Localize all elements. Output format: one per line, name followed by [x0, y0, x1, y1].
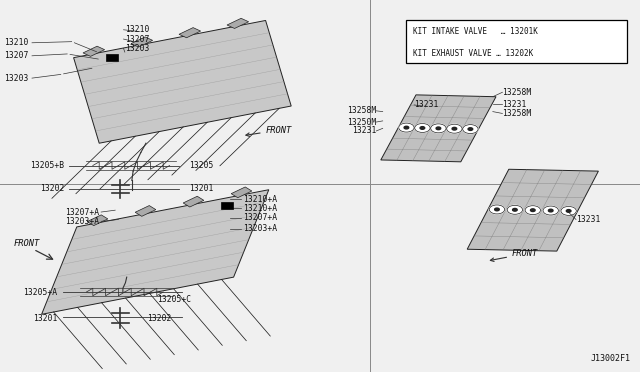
Text: 13205: 13205 [189, 161, 213, 170]
Polygon shape [231, 187, 252, 198]
Text: J13002F1: J13002F1 [590, 354, 630, 363]
Text: KIT EXHAUST VALVE … 13202K: KIT EXHAUST VALVE … 13202K [413, 49, 533, 58]
Polygon shape [135, 206, 156, 217]
Text: 13202: 13202 [147, 314, 172, 323]
Text: 13203: 13203 [125, 44, 149, 53]
Text: 13203: 13203 [4, 74, 29, 83]
Text: 13258M: 13258M [347, 106, 376, 115]
Text: 13205+C: 13205+C [157, 295, 191, 304]
Circle shape [420, 126, 425, 129]
Circle shape [463, 125, 478, 134]
Text: 13210+A: 13210+A [243, 195, 277, 203]
Circle shape [447, 124, 462, 133]
Text: 13250M: 13250M [347, 118, 376, 126]
Text: 13210: 13210 [125, 25, 149, 34]
Polygon shape [183, 196, 204, 207]
Bar [221, 202, 233, 209]
Circle shape [436, 127, 441, 130]
Text: 13207: 13207 [4, 51, 29, 60]
Text: FRONT: FRONT [246, 126, 292, 137]
Text: 13205+A: 13205+A [24, 288, 58, 296]
Polygon shape [83, 46, 105, 56]
Polygon shape [131, 37, 152, 47]
Text: 13203+A: 13203+A [243, 224, 277, 233]
Circle shape [561, 206, 577, 215]
Circle shape [525, 206, 540, 215]
Circle shape [404, 126, 409, 129]
Text: 13231: 13231 [352, 126, 376, 135]
Bar [406, 20, 627, 63]
Text: 13258M: 13258M [502, 109, 532, 118]
Circle shape [489, 205, 504, 214]
Text: 13202: 13202 [40, 185, 64, 193]
Circle shape [543, 206, 558, 215]
Text: 13203+A: 13203+A [65, 217, 99, 226]
Polygon shape [227, 18, 249, 29]
Circle shape [495, 208, 499, 211]
Text: 13207+A: 13207+A [65, 208, 99, 217]
Bar [106, 54, 118, 61]
Text: 13231: 13231 [414, 100, 438, 109]
Polygon shape [179, 28, 201, 38]
Text: FRONT: FRONT [14, 239, 40, 248]
Polygon shape [42, 190, 269, 314]
Text: 13210+A: 13210+A [243, 204, 277, 213]
Circle shape [431, 124, 446, 133]
Polygon shape [74, 20, 291, 143]
Circle shape [507, 205, 522, 214]
Polygon shape [87, 215, 108, 225]
Circle shape [468, 128, 473, 131]
Text: 13258M: 13258M [502, 88, 532, 97]
Text: 13207+A: 13207+A [243, 213, 277, 222]
Text: 13210: 13210 [4, 38, 29, 47]
Text: 13205+B: 13205+B [30, 161, 64, 170]
Text: KIT INTAKE VALVE   … 13201K: KIT INTAKE VALVE … 13201K [413, 27, 538, 36]
Text: 13231: 13231 [576, 215, 600, 224]
Polygon shape [381, 95, 496, 162]
Polygon shape [467, 169, 598, 251]
Circle shape [531, 209, 535, 212]
Text: 13231: 13231 [502, 100, 527, 109]
Text: FRONT: FRONT [490, 249, 538, 262]
Circle shape [415, 124, 430, 132]
Text: 13207: 13207 [125, 35, 149, 44]
Circle shape [566, 209, 571, 212]
Circle shape [513, 208, 517, 211]
Circle shape [399, 123, 414, 132]
Text: 13201: 13201 [189, 185, 213, 193]
Text: 13201: 13201 [33, 314, 58, 323]
Circle shape [452, 127, 457, 130]
Circle shape [548, 209, 553, 212]
